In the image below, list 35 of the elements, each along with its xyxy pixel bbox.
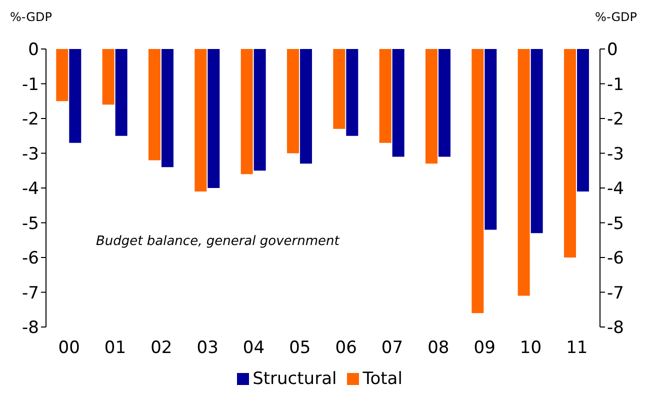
x-tick-label: 10 xyxy=(520,338,542,358)
y-tick-label: -7 xyxy=(22,283,39,304)
legend-label: Total xyxy=(362,369,402,389)
x-tick-label: 07 xyxy=(381,338,404,358)
y-tick-label: 0 xyxy=(28,40,39,60)
y2-tick-label: -3 xyxy=(607,144,624,164)
y-tick-label: -4 xyxy=(22,179,39,200)
y2-tick-label: -4 xyxy=(607,179,624,200)
x-tick-label: 05 xyxy=(289,338,311,358)
x-tick-label: 03 xyxy=(196,338,218,358)
x-tick-label: 02 xyxy=(150,338,172,358)
legend-label: Structural xyxy=(252,369,337,389)
y2-tick-label: -6 xyxy=(607,248,624,269)
y-axis-title: %-GDP xyxy=(10,10,52,24)
y2-tick-label: -1 xyxy=(607,74,624,95)
annotation: Budget balance, general government xyxy=(96,234,340,249)
y-tick-label: -3 xyxy=(22,144,39,164)
y-tick-label: -5 xyxy=(22,214,39,234)
x-tick-label: 06 xyxy=(335,338,357,358)
x-tick-label: 04 xyxy=(242,338,265,358)
x-tick-label: 11 xyxy=(566,338,588,358)
x-tick-label: 08 xyxy=(428,338,450,358)
x-tick-label: 00 xyxy=(58,338,80,358)
y-tick-label: -1 xyxy=(22,74,39,95)
y2-tick-label: -2 xyxy=(607,110,624,130)
y2-axis-title: %-GDP xyxy=(595,10,637,24)
y-tick-label: -8 xyxy=(22,318,39,338)
x-tick-label: 09 xyxy=(474,338,496,358)
y-tick-label: -2 xyxy=(22,110,39,130)
x-tick-label: 01 xyxy=(104,338,126,358)
y2-tick-label: 0 xyxy=(607,40,618,60)
y2-tick-label: -7 xyxy=(607,283,624,304)
y2-tick-label: -8 xyxy=(607,318,624,338)
y2-tick-label: -5 xyxy=(607,214,624,234)
y-tick-label: -6 xyxy=(22,248,39,269)
